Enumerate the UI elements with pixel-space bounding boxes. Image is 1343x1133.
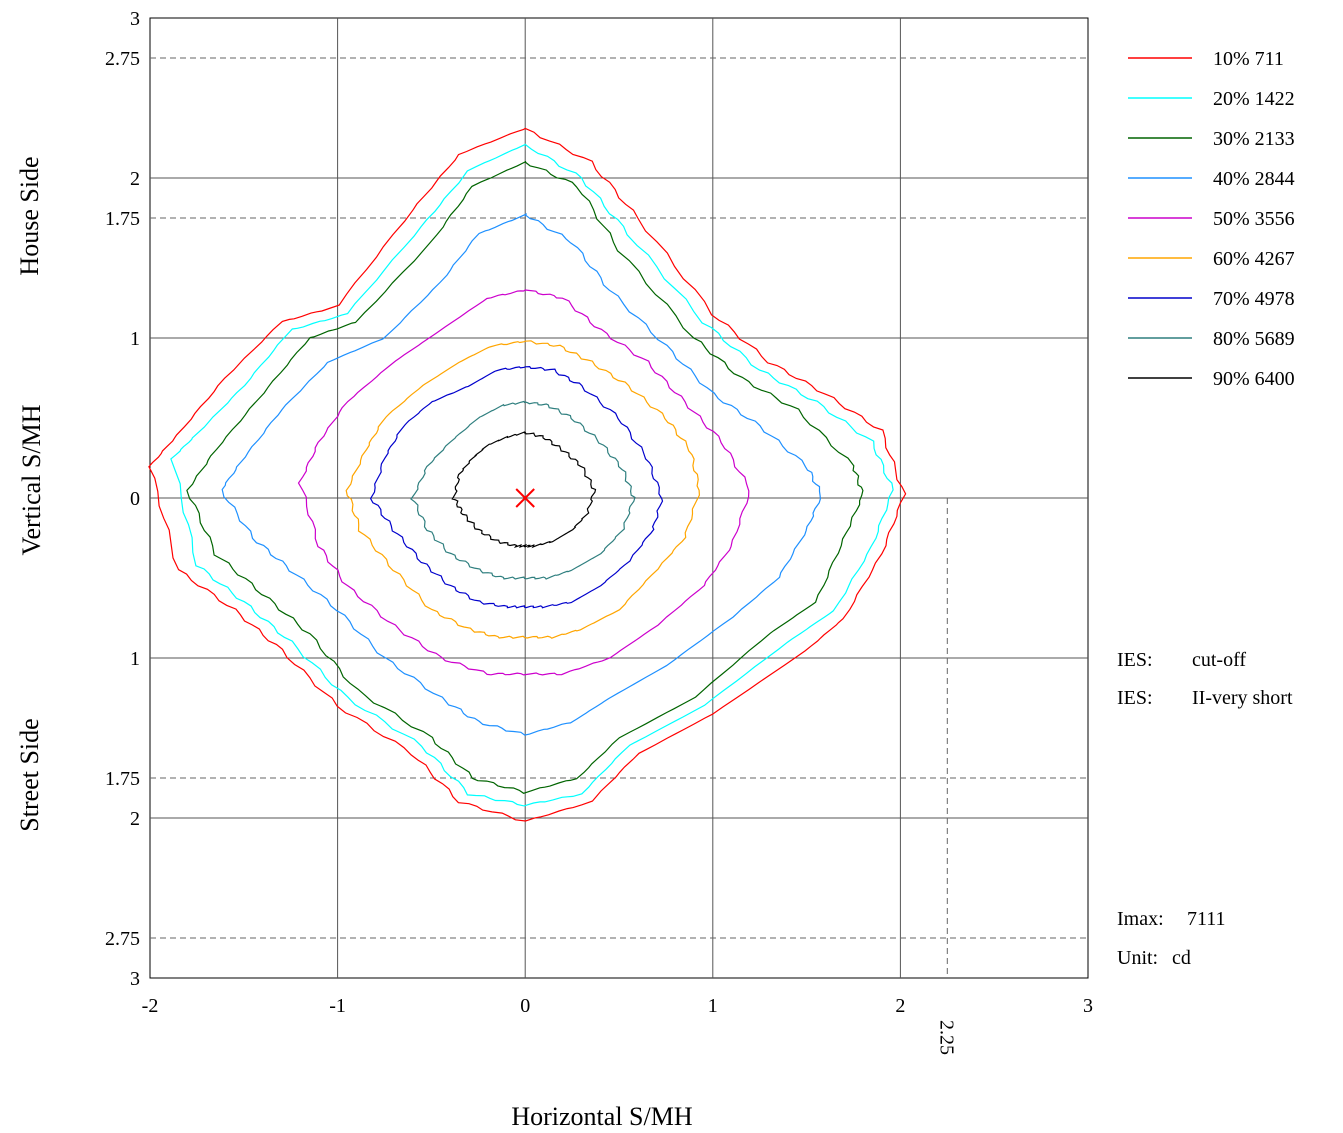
dashed-reference-lines: 2.25: [150, 57, 1088, 1055]
x-tick-label: 3: [1083, 995, 1093, 1017]
ies-value-2: II-very short: [1192, 687, 1293, 709]
unit-value: cd: [1172, 947, 1191, 969]
legend-entry-label: 20% 1422: [1213, 88, 1295, 110]
x-axis-title: Horizontal S/MH: [511, 1102, 692, 1131]
y-tick-label: 3: [130, 968, 140, 990]
y-tick-label: 1.75: [105, 208, 140, 230]
grid: [150, 18, 1088, 978]
y-axis-title: Vertical S/MH: [17, 404, 46, 555]
imax-label: Imax:: [1117, 908, 1164, 930]
y-tick-label: 3: [130, 8, 140, 30]
contour-line: [186, 160, 864, 794]
center-marker-stroke: [515, 488, 535, 508]
y-tick-label: 0: [130, 488, 140, 510]
info-block: IES: cut-off IES: II-very short Imax: 71…: [1117, 649, 1293, 969]
ies-label-2: IES:: [1117, 687, 1153, 709]
y-tick-label: 1: [130, 648, 140, 670]
street-side-label: Street Side: [15, 718, 44, 831]
contour-line: [148, 127, 907, 822]
legend-entry-label: 80% 5689: [1213, 328, 1295, 350]
contour-line: [410, 400, 636, 580]
contour-line: [369, 365, 664, 609]
y-tick-label: 2: [130, 168, 140, 190]
y-tick-label: 2.75: [105, 48, 140, 70]
y-tick-label: 2: [130, 808, 140, 830]
contour-line: [297, 289, 750, 676]
x-tick-label: 0: [520, 995, 530, 1017]
x-tick-label: 2: [895, 995, 905, 1017]
dashed-marker-label: 2.25: [935, 1020, 957, 1055]
imax-value: 7111: [1187, 908, 1226, 930]
legend-entry-label: 10% 711: [1213, 48, 1284, 70]
legend-entry-label: 70% 4978: [1213, 288, 1295, 310]
x-tick-label: 1: [708, 995, 718, 1017]
legend-entry-label: 50% 3556: [1213, 208, 1295, 230]
center-marker: [515, 488, 535, 508]
x-tick-label: -2: [142, 995, 159, 1017]
contour-line: [170, 143, 894, 807]
ies-label-1: IES:: [1117, 649, 1153, 671]
legend-entry-label: 40% 2844: [1213, 168, 1295, 190]
legend-entry-label: 90% 6400: [1213, 368, 1295, 390]
y-tick-label: 2.75: [105, 928, 140, 950]
unit-label: Unit:: [1117, 947, 1158, 969]
x-tick-labels: -2 -1 0 1 2 3: [142, 995, 1093, 1017]
legend: 10% 711 20% 1422 30% 2133 40% 2844 50% 3556 6…: [1128, 48, 1295, 390]
y-tick-label: 1.75: [105, 768, 140, 790]
contour-line: [451, 431, 597, 549]
ies-value-1: cut-off: [1192, 649, 1246, 671]
contour-line: [221, 213, 822, 736]
x-tick-label: -1: [329, 995, 346, 1017]
y-tick-label: 1: [130, 328, 140, 350]
contour-series: [148, 127, 907, 822]
legend-entry-label: 60% 4267: [1213, 248, 1295, 270]
house-side-label: House Side: [15, 156, 44, 275]
legend-entry-label: 30% 2133: [1213, 128, 1295, 150]
contour-line: [345, 340, 701, 639]
y-tick-labels: 3 2.75 2 1.75 1 0 1 1.75 2 2.75 3: [105, 8, 140, 990]
